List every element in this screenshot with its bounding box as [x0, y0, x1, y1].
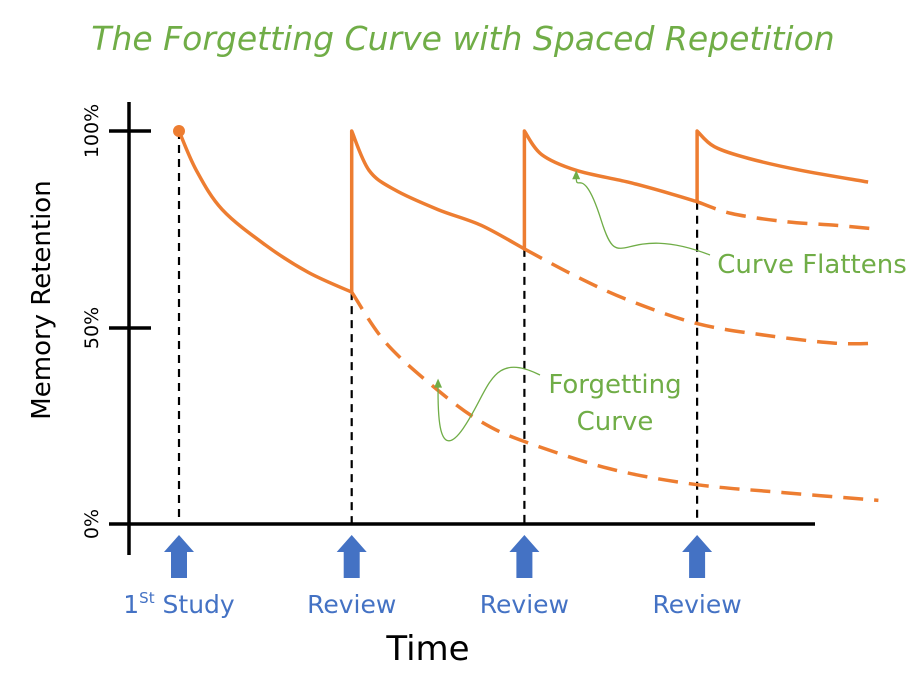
- event-arrow-icon-1: [336, 535, 367, 578]
- annotation-arrowhead-icon-1: [434, 378, 443, 388]
- y-tick-label-50: 50%: [81, 307, 103, 349]
- y-tick-label-0: 0%: [81, 509, 103, 539]
- annotation-label-1-line-1: Curve: [577, 407, 654, 437]
- curve-series-1-dashed: [350, 291, 879, 503]
- x-axis-label: Time: [385, 629, 469, 669]
- event-arrow-icon-3: [682, 535, 713, 578]
- event-label-0: 1St Study: [123, 589, 235, 619]
- annotation-arrowhead-icon-0: [572, 170, 581, 180]
- curve-series-2-dashed: [523, 247, 879, 346]
- event-label-3: Review: [652, 590, 741, 619]
- chart-title: The Forgetting Curve with Spaced Repetit…: [91, 19, 834, 58]
- annotation-leader-0: [575, 176, 711, 256]
- annotation-layer: Curve Flattens Forgetting Curve: [434, 170, 907, 442]
- y-axis-label: Memory Retention: [27, 180, 57, 419]
- curve-series-3-dashed: [696, 200, 879, 232]
- annotation-leader-1: [437, 366, 541, 442]
- curve-start-point: [173, 125, 185, 137]
- annotation-label-0-line-0: Curve Flattens: [717, 250, 907, 280]
- event-arrow-icon-0: [164, 535, 194, 578]
- event-layer: 1St Study Review Review Review: [123, 131, 742, 619]
- curve-series-0-solid: [177, 129, 869, 294]
- curve-layer: [173, 125, 879, 503]
- annotation-label-1-line-0: Forgetting: [548, 370, 681, 400]
- event-label-2: Review: [480, 590, 569, 619]
- y-tick-label-100: 100%: [81, 104, 103, 158]
- event-arrow-icon-2: [509, 535, 540, 578]
- event-label-1: Review: [307, 590, 396, 619]
